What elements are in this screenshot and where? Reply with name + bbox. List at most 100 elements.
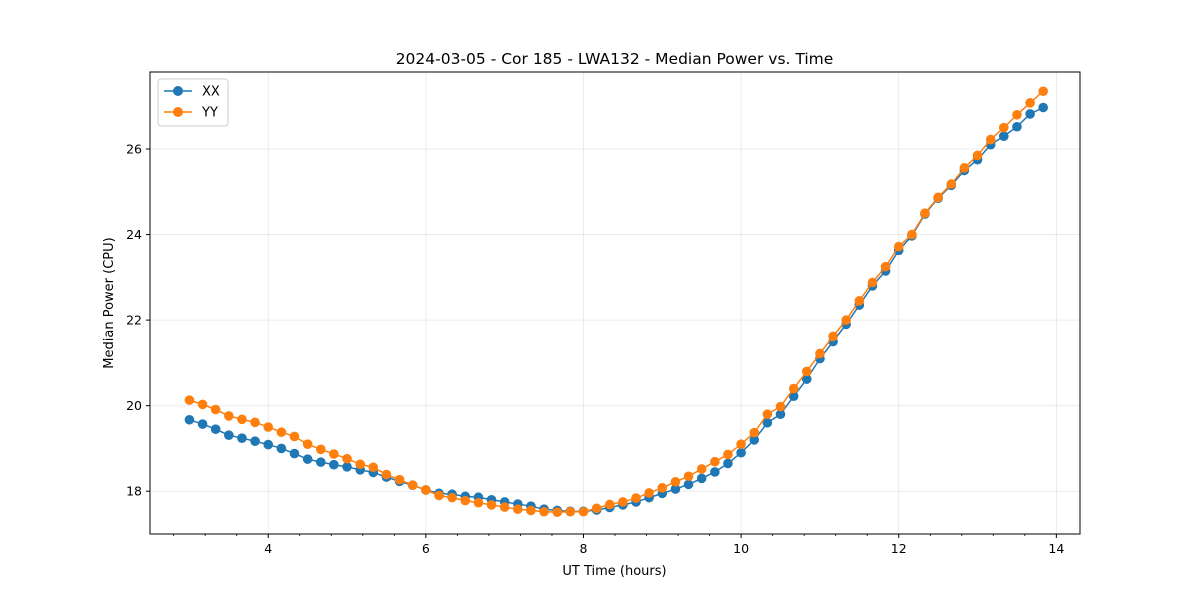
series-yy-point (355, 459, 366, 470)
series-yy-point (618, 497, 628, 507)
series-xx-point (710, 467, 720, 477)
series-xx-point (998, 131, 1009, 141)
series-yy-point (565, 506, 576, 517)
series-xx-point (775, 409, 786, 420)
series-yy-point (972, 150, 983, 161)
series-xx-point (723, 458, 733, 469)
series-yy-point (460, 495, 471, 506)
series-yy-point (1025, 98, 1035, 108)
x-axis-label: UT Time (hours) (562, 564, 666, 579)
series-yy-point (907, 229, 917, 240)
x-tick-label: 8 (579, 541, 587, 556)
series-yy-point (985, 134, 996, 145)
series-yy-point (775, 401, 786, 412)
series-yy-point (959, 163, 970, 173)
series-yy-point (184, 395, 195, 405)
grid (150, 72, 1080, 534)
series-xx-point (801, 374, 812, 384)
series-yy-point (933, 192, 943, 203)
series-yy-point (710, 456, 720, 467)
x-tick-label: 4 (264, 541, 272, 556)
series-yy-point (447, 492, 457, 503)
series-yy-point (604, 499, 615, 510)
series-yy-point (526, 505, 536, 516)
series-yy-point (841, 315, 851, 325)
series-xx-point (184, 414, 195, 425)
series-yy-point (473, 497, 484, 508)
series-yy-point (210, 404, 221, 415)
series-yy-point (407, 480, 418, 491)
series-yy-point (224, 411, 234, 421)
x-tick-label: 6 (422, 541, 430, 556)
series-xx-point (276, 443, 287, 454)
series-yy-point (342, 453, 352, 464)
series-xx-point (762, 417, 773, 428)
series-yy-point (998, 122, 1009, 133)
y-axis: 18 20 22 24 26 (126, 142, 150, 499)
legend-xx-marker (173, 86, 183, 96)
series-yy-point (657, 483, 668, 493)
series-xx-point (696, 473, 707, 484)
series-yy-point (197, 399, 208, 410)
series-xx-point (329, 459, 339, 470)
series-yy-point (368, 462, 379, 473)
series-xx-point (263, 439, 274, 450)
legend-yy-label: YY (201, 106, 218, 121)
series-yy-point (788, 383, 799, 394)
series-yy-point (394, 474, 405, 485)
series-yy-point (552, 507, 563, 517)
series-yy-point (749, 427, 760, 438)
series-yy-point (434, 490, 444, 501)
series-yy-point (513, 504, 523, 514)
series-yy-point (329, 449, 339, 459)
series-yy-point (762, 409, 773, 420)
series-yy (184, 86, 1048, 517)
series-yy-point (644, 488, 654, 498)
series-yy-point (486, 500, 497, 510)
series-xx-point (683, 479, 694, 490)
series-yy-point (801, 366, 812, 377)
series-xx-point (749, 435, 760, 445)
y-tick-label: 26 (126, 142, 142, 157)
series-xx-point (237, 433, 247, 443)
y-tick-label: 20 (126, 398, 142, 413)
x-tick-label: 14 (1048, 541, 1064, 556)
series-yy-point (893, 241, 904, 252)
x-tick-label: 12 (891, 541, 907, 556)
series-yy-point (920, 208, 930, 218)
series-yy-point (946, 179, 957, 189)
series-xx-point (315, 457, 326, 467)
series-yy-point (591, 503, 602, 514)
series-yy-point (499, 502, 510, 512)
chart-title: 2024-03-05 - Cor 185 - LWA132 - Median P… (396, 50, 834, 68)
y-axis-label: Median Power (CPU) (102, 237, 117, 368)
series-xx-point (250, 436, 260, 446)
series-yy-point (683, 471, 694, 482)
series-yy-point (381, 469, 392, 480)
series-xx-point (788, 391, 799, 402)
series-yy-point (696, 464, 707, 474)
series-yy-point (880, 261, 891, 272)
legend-xx-label: XX (202, 85, 220, 100)
series-yy-point (723, 449, 733, 460)
y-tick-label: 18 (126, 484, 142, 499)
series-yy-point (854, 296, 865, 306)
x-axis: 4 6 8 10 12 14 (173, 534, 1064, 556)
series-yy-point (828, 331, 838, 342)
series-yy-point (578, 506, 589, 517)
series-yy-point (276, 427, 287, 437)
series-yy-point (315, 444, 326, 455)
series-yy-point (1012, 109, 1022, 120)
series-xx-point (736, 447, 746, 458)
legend: XX YY (157, 78, 229, 127)
series-yy-point (302, 439, 313, 449)
series-yy-point (237, 414, 247, 425)
series-yy-point (815, 348, 825, 359)
series-yy-point (670, 477, 681, 487)
series-xx-point (197, 419, 208, 429)
series-xx-point (302, 454, 313, 464)
series-yy-point (867, 277, 878, 288)
series-yy-point (250, 417, 260, 428)
x-tick-label: 10 (733, 541, 749, 556)
